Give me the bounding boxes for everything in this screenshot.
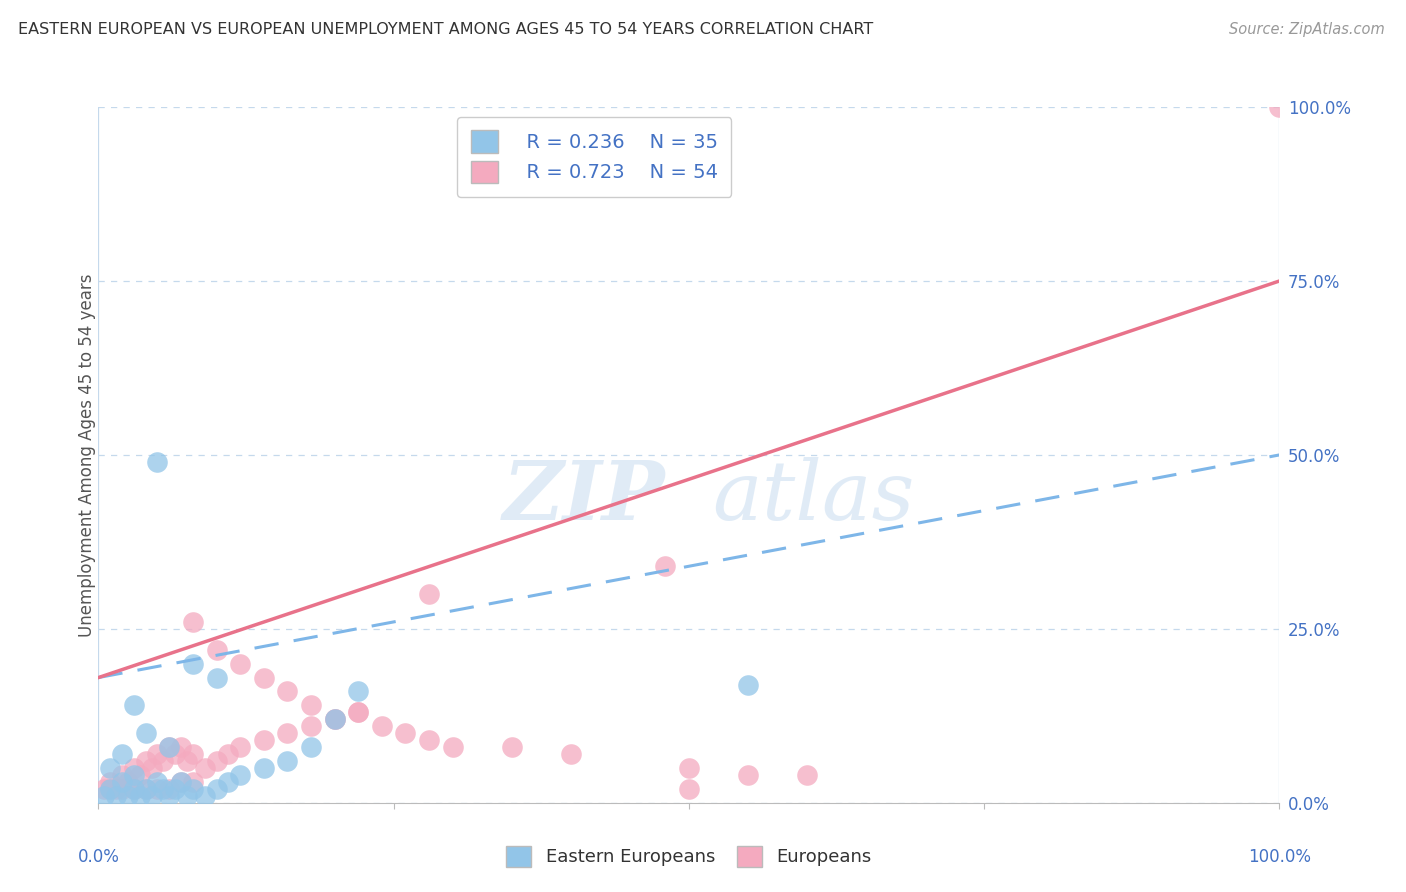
Point (347, 706, 370, 720)
Point (181, 747, 204, 761)
Point (122, 768, 145, 782)
Point (181, 775, 204, 789)
Point (205, 754, 228, 768)
Point (560, 747, 582, 761)
Point (394, 726, 416, 740)
Point (152, 781, 174, 796)
Point (157, 740, 180, 755)
Point (205, 781, 228, 796)
Point (157, 740, 180, 755)
Point (146, 775, 169, 789)
Point (122, 698, 145, 713)
Point (111, 775, 134, 789)
Point (117, 789, 139, 803)
Point (122, 781, 145, 796)
Point (157, 789, 180, 803)
Point (111, 747, 134, 761)
Point (146, 781, 169, 796)
Point (181, 615, 204, 629)
Point (141, 761, 163, 775)
Point (152, 754, 174, 768)
Point (181, 781, 204, 796)
Point (253, 733, 276, 747)
Text: EASTERN EUROPEAN VS EUROPEAN UNEMPLOYMENT AMONG AGES 45 TO 54 YEARS CORRELATION : EASTERN EUROPEAN VS EUROPEAN UNEMPLOYMEN… (18, 22, 873, 37)
Point (1268, 100, 1291, 114)
Point (253, 671, 276, 685)
Point (176, 789, 198, 803)
Point (323, 712, 346, 726)
Point (418, 587, 440, 601)
Point (165, 747, 187, 761)
Point (501, 740, 523, 755)
Point (98, 781, 121, 796)
Point (141, 789, 163, 803)
Point (111, 781, 134, 796)
Point (135, 781, 157, 796)
Point (98, 781, 121, 796)
Point (146, 455, 169, 469)
Point (105, 781, 128, 796)
Point (347, 706, 370, 720)
Text: 100.0%: 100.0% (1249, 848, 1310, 866)
Point (128, 789, 150, 803)
Point (135, 726, 157, 740)
Point (654, 559, 676, 574)
Point (737, 677, 759, 691)
Point (229, 740, 252, 755)
Text: Source: ZipAtlas.com: Source: ZipAtlas.com (1229, 22, 1385, 37)
Point (299, 698, 322, 713)
Point (170, 775, 193, 789)
Point (146, 747, 169, 761)
Point (122, 781, 145, 796)
Point (299, 740, 322, 755)
Point (157, 781, 180, 796)
Point (170, 775, 193, 789)
Point (98, 775, 121, 789)
Point (678, 761, 700, 775)
Point (323, 712, 346, 726)
Point (276, 754, 298, 768)
Point (176, 754, 198, 768)
Point (217, 775, 239, 789)
Point (737, 768, 759, 782)
Point (122, 761, 145, 775)
Point (418, 733, 440, 747)
Point (128, 768, 150, 782)
Point (170, 740, 193, 755)
Point (165, 781, 187, 796)
Point (181, 657, 204, 671)
Point (194, 789, 217, 803)
Point (276, 684, 298, 698)
Point (135, 781, 157, 796)
Point (194, 761, 217, 775)
Point (299, 719, 322, 733)
Point (347, 684, 370, 698)
Point (441, 740, 464, 755)
Point (323, 712, 346, 726)
Legend: Eastern Europeans, Europeans: Eastern Europeans, Europeans (499, 838, 879, 874)
Text: ZIP: ZIP (503, 457, 665, 537)
Point (111, 768, 134, 782)
Text: atlas: atlas (713, 457, 915, 537)
Point (678, 781, 700, 796)
Point (229, 657, 252, 671)
Y-axis label: Unemployment Among Ages 45 to 54 years: Unemployment Among Ages 45 to 54 years (79, 273, 96, 637)
Point (796, 768, 818, 782)
Point (98, 761, 121, 775)
Point (253, 761, 276, 775)
Point (371, 719, 394, 733)
Point (117, 775, 139, 789)
Point (93, 781, 115, 796)
Point (205, 642, 228, 657)
Point (205, 671, 228, 685)
Point (93, 789, 115, 803)
Point (217, 747, 239, 761)
Point (135, 754, 157, 768)
Point (276, 726, 298, 740)
Point (105, 789, 128, 803)
Point (229, 768, 252, 782)
Text: 0.0%: 0.0% (77, 848, 120, 866)
